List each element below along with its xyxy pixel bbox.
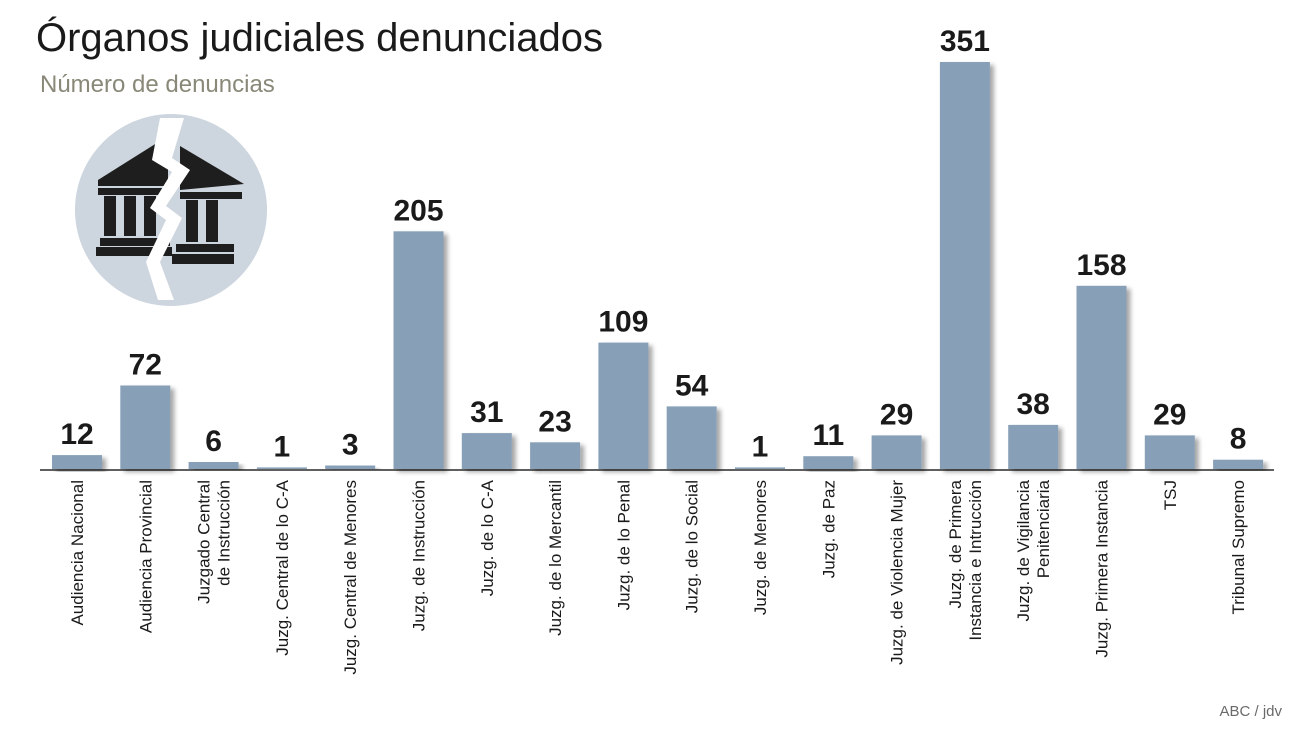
bar bbox=[1144, 435, 1195, 469]
category-tick-label-line: Juzgado Central bbox=[195, 480, 214, 604]
category-tick-label: Juzgado Centralde Instrucción bbox=[195, 480, 234, 604]
bar-value-label: 54 bbox=[675, 369, 709, 402]
category-tick-label-line: Instancia e Intrucción bbox=[966, 480, 985, 641]
category-tick-label-line: Juzg. de Vigilancia bbox=[1014, 479, 1033, 621]
bar-value-label: 351 bbox=[940, 25, 990, 58]
category-tick-label-line: Juzg. de lo Social bbox=[683, 480, 702, 613]
bar bbox=[325, 465, 376, 469]
category-tick-label-line: Juzg. Central de Menores bbox=[341, 480, 360, 675]
bar-value-label: 72 bbox=[129, 349, 162, 382]
bar bbox=[461, 433, 512, 469]
bar-value-label: 29 bbox=[880, 398, 913, 431]
chart-title: Órganos judiciales denunciados bbox=[36, 16, 604, 60]
bar bbox=[1213, 459, 1264, 469]
broken-courthouse-icon bbox=[75, 114, 267, 306]
bar bbox=[393, 231, 444, 469]
category-tick-label: Audiencia Provincial bbox=[136, 480, 155, 633]
bar-value-label: 23 bbox=[538, 405, 571, 438]
category-tick-label: Juzg. de PrimeraInstancia e Intrucción bbox=[946, 479, 985, 640]
bar bbox=[803, 456, 854, 469]
category-tick-label: Juzg. de VigilanciaPenitenciaria bbox=[1014, 479, 1053, 621]
bar bbox=[1008, 424, 1059, 469]
category-tick-label-line: Juzg. de lo Penal bbox=[614, 480, 633, 610]
chart-subtitle: Número de denuncias bbox=[40, 71, 275, 98]
bar bbox=[120, 385, 171, 469]
bars-layer: 12 Audiencia Nacional 72 Audiencia Provinci… bbox=[52, 25, 1264, 675]
category-tick-label: Juzg. Central de Menores bbox=[341, 480, 360, 675]
bar-value-label: 1 bbox=[752, 430, 769, 463]
category-tick-label-line: Juzg. de Menores bbox=[751, 480, 770, 615]
bar-value-label: 38 bbox=[1017, 388, 1050, 421]
bar bbox=[735, 467, 785, 469]
bar bbox=[598, 342, 649, 469]
bar bbox=[530, 442, 581, 469]
category-tick-label-line: Juzg. Central de lo C-A bbox=[273, 479, 292, 655]
category-tick-label-line: Juzg. de Violencia Mujer bbox=[888, 480, 907, 665]
bar-value-label: 11 bbox=[812, 419, 844, 452]
category-tick-label: Juzg. de Violencia Mujer bbox=[888, 480, 907, 665]
category-tick-label: Audiencia Nacional bbox=[68, 480, 87, 626]
category-tick-label-line: Audiencia Provincial bbox=[136, 480, 155, 633]
bar-value-label: 109 bbox=[598, 306, 648, 339]
bar-value-label: 158 bbox=[1076, 249, 1126, 282]
category-tick-label: Juzg. de lo Penal bbox=[614, 480, 633, 610]
bar bbox=[188, 462, 239, 469]
category-tick-label: Juzg. de lo Mercantil bbox=[546, 480, 565, 636]
category-tick-label-line: de Instrucción bbox=[215, 480, 234, 586]
category-tick-label-line: Juzg. de Instrucción bbox=[410, 480, 429, 631]
bar-value-label: 12 bbox=[60, 418, 93, 451]
category-tick-label-line: Juzg. de Paz bbox=[819, 480, 838, 578]
category-tick-label-line: Penitenciaria bbox=[1034, 479, 1053, 578]
category-tick-label: Juzg. Primera Instancia bbox=[1093, 479, 1112, 657]
category-tick-label: Juzg. Central de lo C-A bbox=[273, 479, 292, 655]
category-tick-label-line: TSJ bbox=[1161, 480, 1180, 510]
category-tick-label-line: Juzg. de lo Mercantil bbox=[546, 480, 565, 636]
category-tick-label-line: Juzg. de lo C-A bbox=[478, 479, 497, 596]
bar-value-label: 29 bbox=[1153, 398, 1186, 431]
category-tick-label-line: Tribunal Supremo bbox=[1229, 480, 1248, 615]
category-tick-label: Juzg. de lo Social bbox=[683, 480, 702, 613]
category-tick-label-line: Audiencia Nacional bbox=[68, 480, 87, 626]
bar bbox=[871, 435, 922, 469]
category-tick-label: Juzg. de Menores bbox=[751, 480, 770, 615]
bar bbox=[939, 62, 990, 469]
category-tick-label: TSJ bbox=[1161, 480, 1180, 510]
bar-value-label: 8 bbox=[1230, 423, 1247, 456]
bar-value-label: 3 bbox=[342, 429, 359, 462]
bar bbox=[666, 406, 717, 469]
source-credit: ABC / jdv bbox=[1219, 703, 1282, 720]
category-tick-label-line: Juzg. de Primera bbox=[946, 479, 965, 608]
category-tick-label: Juzg. de lo C-A bbox=[478, 479, 497, 596]
category-tick-label: Juzg. de Instrucción bbox=[410, 480, 429, 631]
bar-value-label: 6 bbox=[205, 425, 222, 458]
category-tick-label: Tribunal Supremo bbox=[1229, 480, 1248, 615]
bar-value-label: 1 bbox=[274, 430, 291, 463]
bar bbox=[52, 455, 102, 469]
bar bbox=[1076, 285, 1127, 469]
category-tick-label-line: Juzg. Primera Instancia bbox=[1093, 479, 1112, 657]
bar-value-label: 31 bbox=[470, 396, 503, 429]
category-tick-label: Juzg. de Paz bbox=[819, 480, 838, 578]
bar bbox=[256, 467, 307, 469]
bar-value-label: 205 bbox=[393, 194, 443, 227]
